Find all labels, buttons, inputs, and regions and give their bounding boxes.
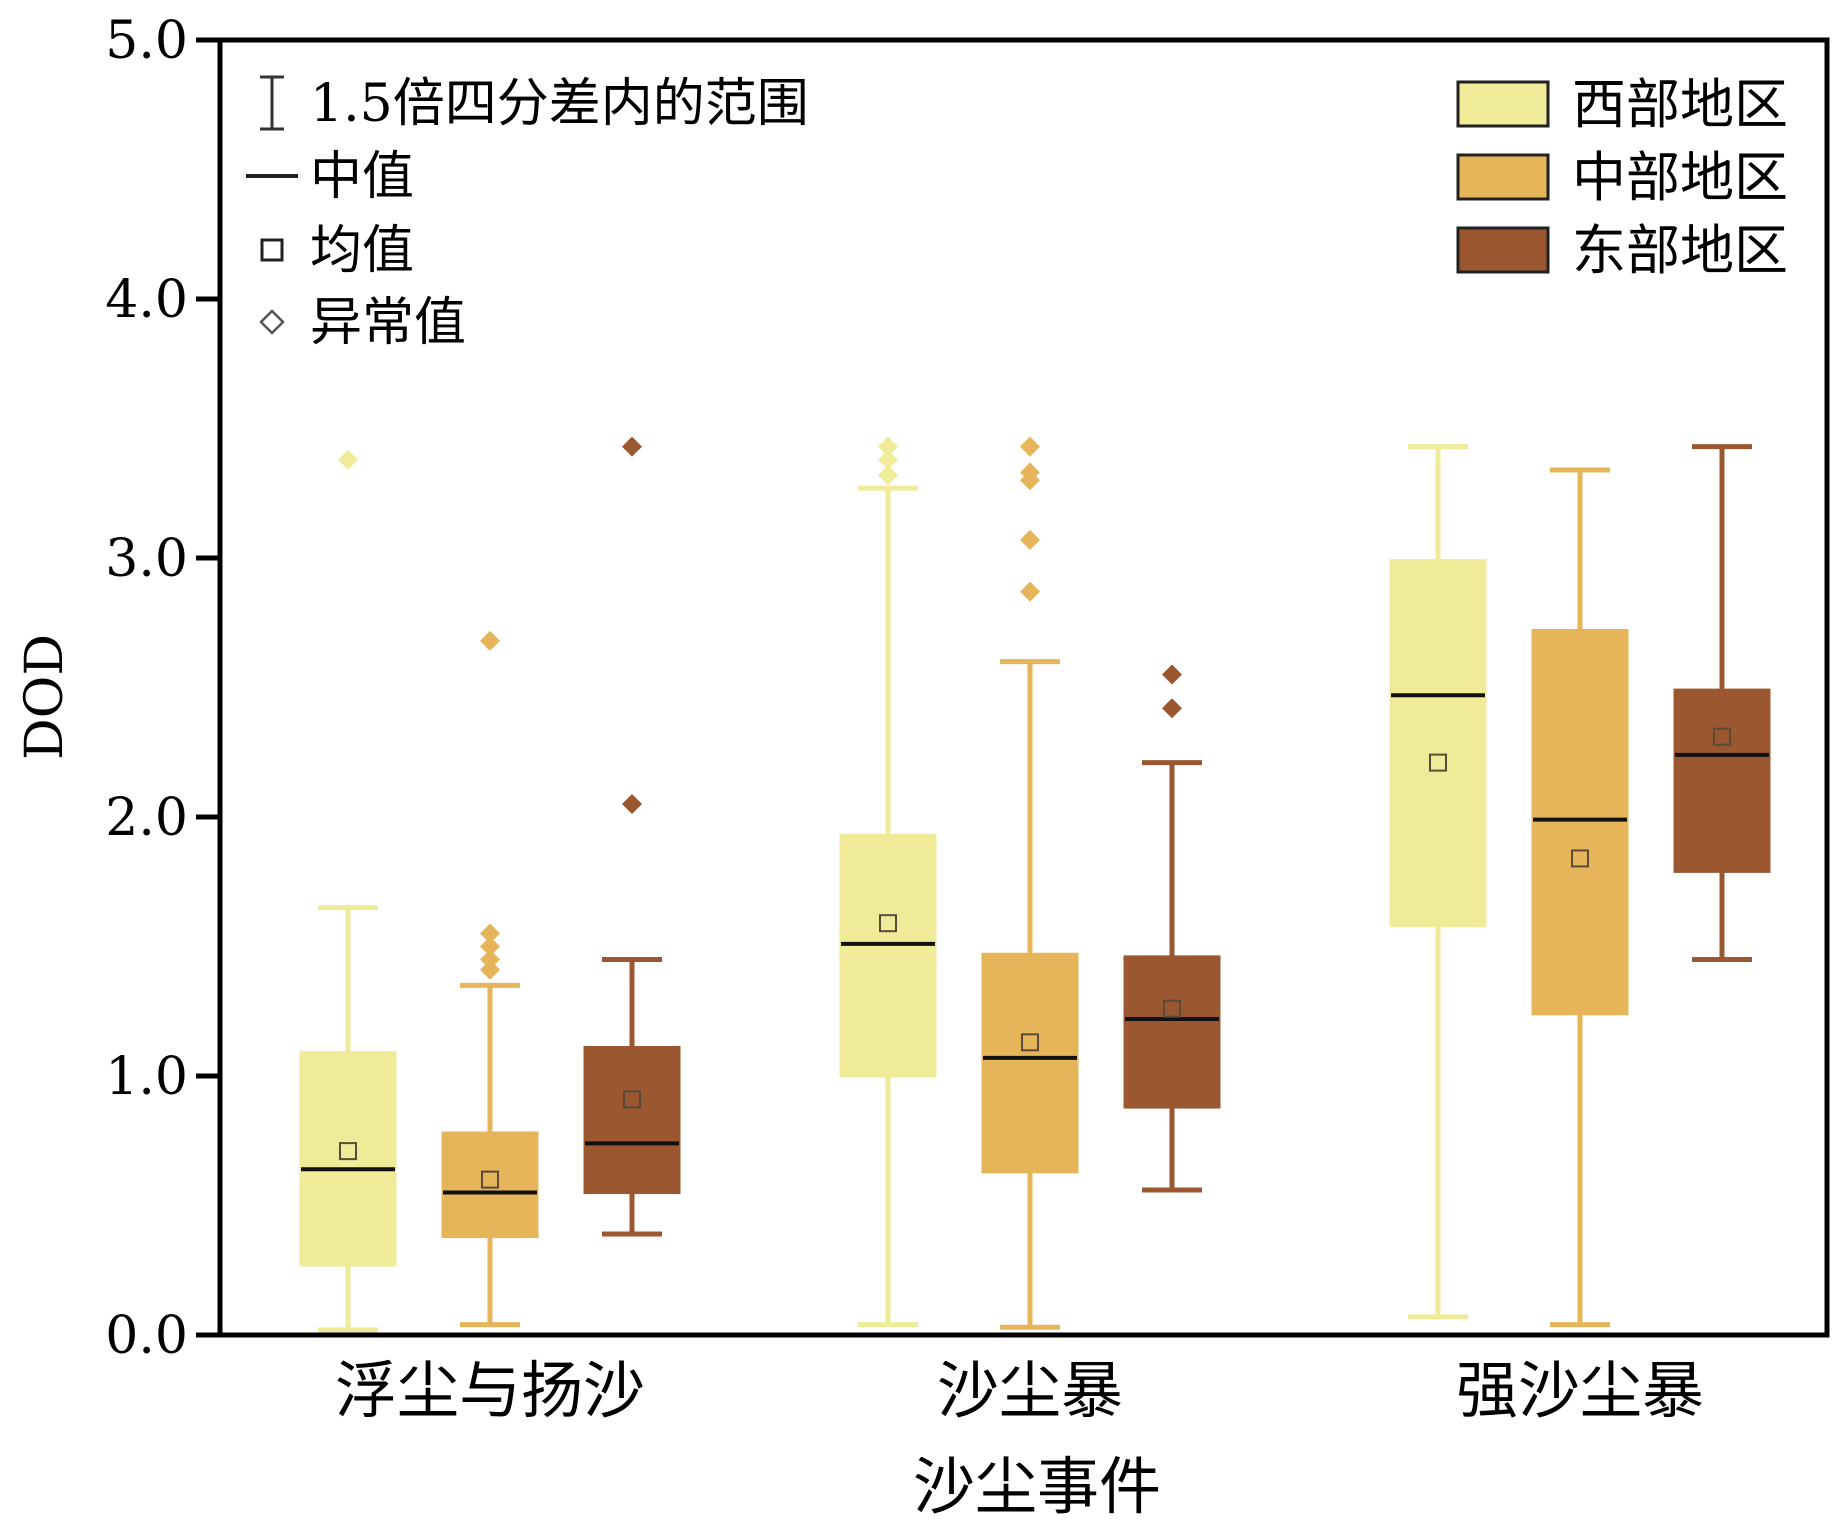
outlier-point <box>1020 436 1040 457</box>
y-tick-label: 0.0 <box>105 1306 188 1366</box>
y-tick-label: 2.0 <box>105 788 188 848</box>
outlier-point <box>480 949 500 970</box>
y-axis-label: DOD <box>15 634 75 760</box>
outlier-point <box>1162 698 1182 719</box>
mean-marker <box>1021 1033 1039 1052</box>
iqr-box <box>1531 629 1629 1016</box>
mean-marker <box>879 914 897 933</box>
box-3-group-3 <box>1673 444 1771 962</box>
outlier-point <box>1162 664 1182 685</box>
x-axis: 浮尘与扬沙 沙尘暴 强沙尘暴 <box>335 1354 1704 1427</box>
x-tick-label: 沙尘暴 <box>937 1354 1123 1427</box>
mean-marker <box>1713 727 1731 746</box>
iqr-box <box>1673 688 1771 873</box>
legend-series-label: 西部地区 <box>1572 73 1788 136</box>
legend-swatch <box>1456 153 1550 201</box>
box-2-group-1 <box>441 630 539 1328</box>
boxes-layer <box>299 436 1771 1333</box>
iqr-box <box>1389 559 1487 928</box>
mean-marker <box>1163 999 1181 1018</box>
legend-label: 异常值 <box>310 293 466 353</box>
outlier-point <box>878 449 898 470</box>
outlier-point <box>622 436 642 457</box>
box-1-group-2 <box>839 436 937 1328</box>
x-axis-label: 沙尘事件 <box>913 1450 1161 1520</box>
y-axis: 0.0 1.0 2.0 3.0 4.0 5.0 <box>105 11 220 1366</box>
legend-series-label: 中部地区 <box>1572 146 1788 209</box>
mean-marker <box>1429 753 1447 772</box>
iqr-box <box>441 1131 539 1239</box>
outlier-point <box>338 449 358 470</box>
box-3-group-2 <box>1123 664 1221 1193</box>
outlier-point <box>1020 581 1040 602</box>
outlier-point <box>1020 462 1040 483</box>
legend-label: 1.5倍四分差内的范围 <box>310 74 809 134</box>
box-3-group-1 <box>583 436 681 1237</box>
iqr-box <box>839 833 937 1078</box>
outlier-point <box>480 959 500 980</box>
mean-marker <box>339 1142 357 1161</box>
outlier-point <box>622 794 642 815</box>
box-2-group-2 <box>981 436 1079 1330</box>
outlier-legend-icon <box>259 309 285 335</box>
legend-label: 均值 <box>310 221 414 281</box>
mean-marker <box>623 1090 641 1109</box>
box-1-group-3 <box>1389 444 1487 1320</box>
y-tick-label: 4.0 <box>105 270 188 330</box>
mean-legend-icon <box>260 238 284 262</box>
x-tick-label: 浮尘与扬沙 <box>335 1354 645 1427</box>
outlier-point <box>878 465 898 486</box>
iqr-box <box>1123 955 1221 1109</box>
legend-swatch <box>1456 80 1550 128</box>
mean-marker <box>1571 849 1589 868</box>
legend-label: 中值 <box>310 147 414 207</box>
legend-series-label: 东部地区 <box>1572 219 1788 282</box>
legend-swatch <box>1456 226 1550 274</box>
outlier-point <box>480 936 500 957</box>
iqr-box <box>583 1046 681 1195</box>
box-2-group-3 <box>1531 467 1629 1328</box>
y-tick-label: 5.0 <box>105 11 188 71</box>
mean-marker <box>481 1170 499 1189</box>
y-tick-label: 1.0 <box>105 1047 188 1107</box>
plot-area-frame <box>217 37 1830 1338</box>
outlier-point <box>480 630 500 651</box>
iqr-box <box>981 952 1079 1174</box>
x-tick-label: 强沙尘暴 <box>1456 1354 1704 1427</box>
outlier-point <box>1020 529 1040 550</box>
box-1-group-1 <box>299 449 397 1333</box>
outlier-point <box>480 923 500 944</box>
outlier-point <box>878 436 898 457</box>
y-tick-label: 3.0 <box>105 529 188 589</box>
